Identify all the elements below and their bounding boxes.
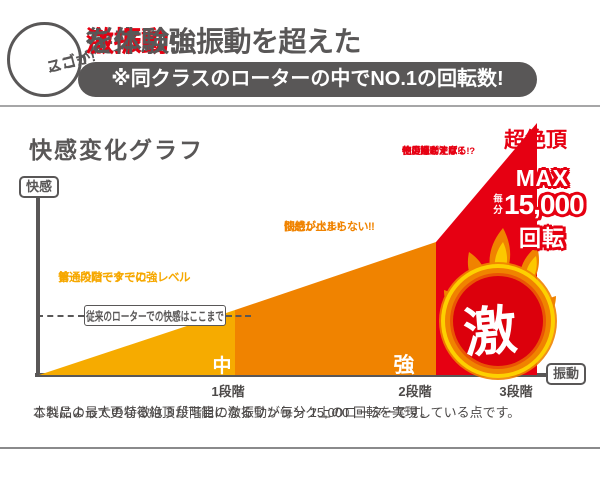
max-label: MAX (515, 165, 569, 191)
rotation-unit: 回転 (518, 226, 565, 251)
baseline-dash-right (226, 315, 251, 317)
annotation-stage1-line1: 第一段階ですでに (58, 272, 147, 284)
koko-ga-sugoi-badge: ここが スゴイ! (7, 22, 97, 97)
x-axis-label-box: 振動 (546, 363, 587, 385)
description-line2: これによって更なる絶頂が可能になるワンランク上のローターです。 (33, 405, 433, 420)
annotation-stage3-line3: 他の振動では (402, 146, 458, 157)
annotation-stage2-line2: 快感が止まらない!! (284, 221, 375, 233)
description-line1: 本製品の最大の特徴は３段階目の激振動が毎分 15,000 回転を実現している点で… (33, 405, 521, 420)
tick-label-1: 1段階 (211, 384, 245, 399)
subbanner-pill: ※同クラスのローターの中でNO.1の回転数! (78, 62, 537, 97)
segment-strong-area (235, 242, 436, 375)
annotation-stage2-line1: 悶絶レベル!! (284, 221, 343, 233)
baseline-label: 従来のローターでの快感はここまで (86, 309, 224, 323)
top-divider-line (0, 105, 600, 107)
per-minute-label: 毎分 (493, 194, 503, 216)
segment-label-mid: 中 (212, 356, 232, 377)
headline-post: を体験!! (86, 26, 187, 57)
baseline-dash-left (37, 315, 84, 317)
annotation-stage3-line2: 一度味わえば (402, 146, 458, 157)
baseline-label-box: 従来のローターでの快感はここまで (84, 305, 226, 326)
headline-accent: 激振動 (86, 26, 169, 57)
y-axis-label-box: 快感 (19, 176, 60, 198)
peak-label: 超絶頂 (504, 129, 567, 152)
annotation-stage3-line4: 物足りなくなる!? (402, 146, 475, 157)
bottom-divider-line (0, 447, 600, 449)
segment-label-strong: 強 (393, 354, 415, 377)
y-axis-line (36, 196, 40, 377)
headline-pre: 従来の強振動を超えた (86, 26, 362, 57)
segment-label-geki: 激 (461, 300, 520, 365)
geki-badge-ring (439, 262, 557, 380)
segment-mid-area (39, 310, 235, 375)
tick-label-3: 3段階 (499, 384, 533, 399)
chart-title: 快感変化グラフ (29, 137, 204, 163)
rotation-value: 15,000 (504, 189, 585, 220)
annotation-stage3-line1: 使い過ぎ注意!! (402, 146, 463, 157)
annotation-stage1-line2: 普通のローターの強レベル (58, 272, 191, 284)
tick-label-2: 2段階 (398, 384, 432, 399)
